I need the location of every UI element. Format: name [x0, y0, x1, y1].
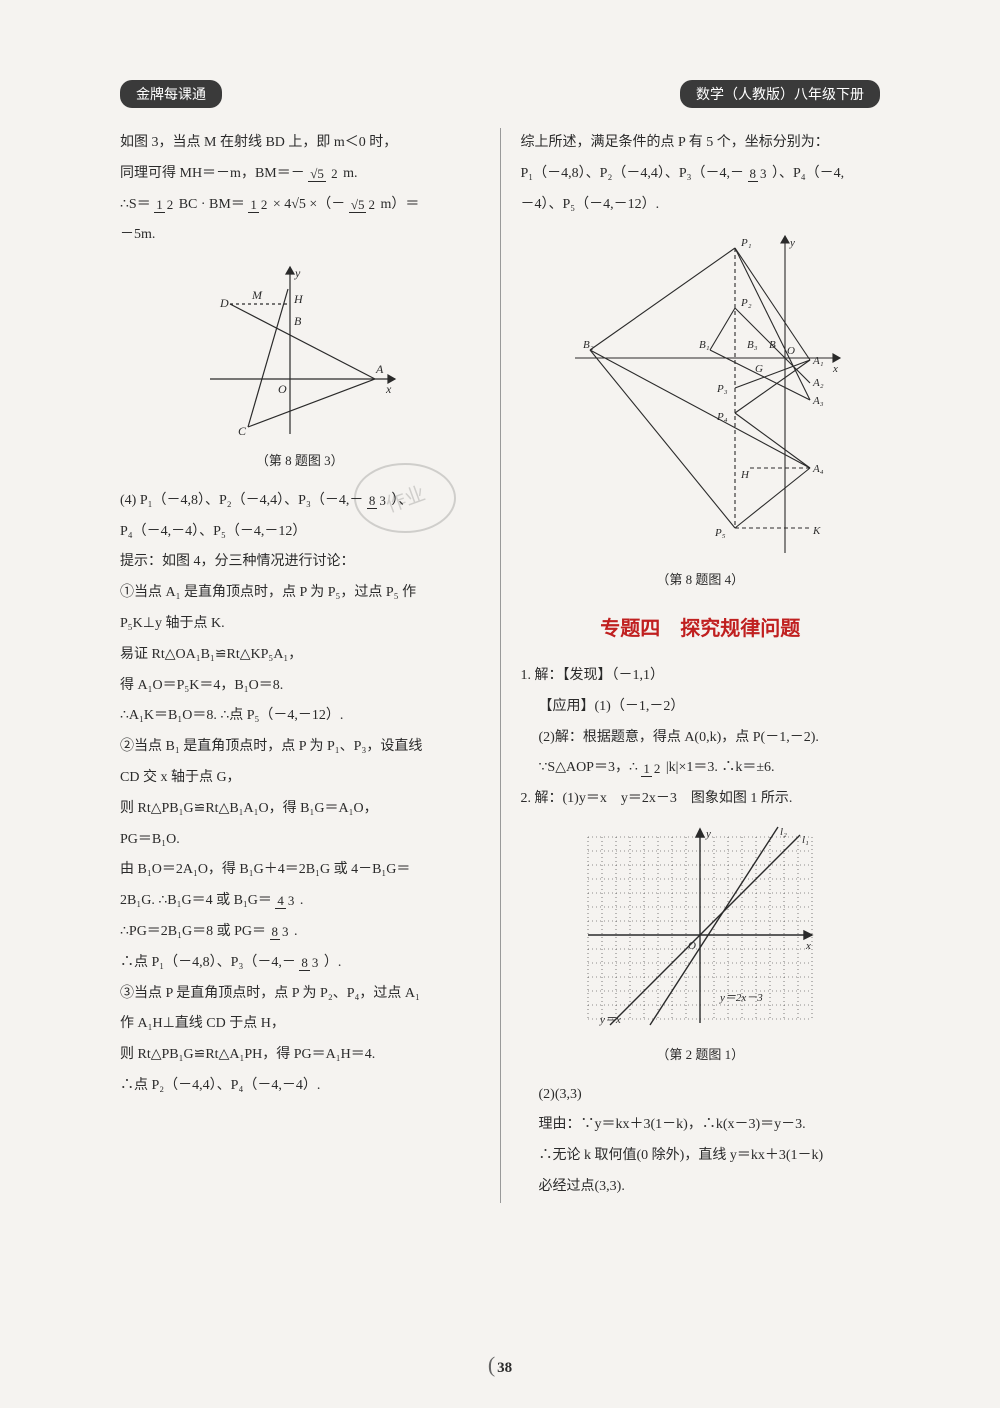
svg-text:H: H [293, 292, 304, 306]
l-p9: P₅K⊥y 轴于点 K. [120, 609, 480, 640]
header-left: 金牌每课通 [120, 80, 222, 108]
svg-text:H: H [740, 469, 750, 481]
l-p24: ∴点 P₂（－4,4）、P₄（－4,－4）. [120, 1071, 480, 1102]
fig3-caption: （第 8 题图 3） [120, 447, 480, 476]
r-q2-4: ∴无论 k 取何值(0 除外)，直线 y＝kx＋3(1－k) [521, 1141, 881, 1172]
left-column: 如图 3，当点 M 在射线 BD 上，即 m＜0 时， 同理可得 MH＝－m，B… [120, 128, 480, 1203]
svg-text:A₁: A₁ [812, 355, 824, 367]
svg-text:C: C [238, 424, 247, 438]
r-q1-4: ∵S△AOP＝3，∴ 12 |k|×1＝3. ∴k＝±6. [521, 753, 881, 784]
svg-text:y＝2x－3: y＝2x－3 [719, 992, 763, 1004]
svg-text:A₃: A₃ [812, 395, 824, 407]
svg-text:l₂: l₂ [780, 826, 787, 838]
svg-text:A₄: A₄ [812, 463, 824, 475]
r-q1-3: (2)解：根据题意，得点 A(0,k)，点 P(－1,－2). [521, 723, 881, 754]
svg-text:B₂: B₂ [583, 339, 594, 351]
svg-text:y: y [789, 237, 795, 249]
l-p22: 作 A₁H⊥直线 CD 于点 H， [120, 1009, 480, 1040]
l-p5: (4) P₁（－4,8）、P₂（－4,4）、P₃（－4,－ 83 ）、 [120, 486, 480, 517]
l-p19: ∴PG＝2B₁G＝8 或 PG＝ 83 . [120, 917, 480, 948]
l-p2: 同理可得 MH＝－m，BM＝－ √5 2 m. [120, 159, 480, 190]
svg-text:O: O [278, 382, 287, 396]
svg-text:B: B [294, 314, 302, 328]
svg-text:y: y [294, 266, 301, 280]
r-q2-1: 2. 解：(1)y＝x y＝2x－3 图象如图 1 所示. [521, 784, 881, 815]
r-q1-1: 1. 解：【发现】（－1,1） [521, 661, 881, 692]
svg-text:K: K [812, 525, 821, 537]
l-p15: 则 Rt△PB₁G≌Rt△B₁A₁O，得 B₁G＝A₁O， [120, 794, 480, 825]
svg-text:y: y [705, 828, 711, 840]
l-p3: ∴S＝ 12 BC · BM＝ 12 × 4√5 ×（－ √52 m）＝ [120, 190, 480, 221]
svg-text:P₁: P₁ [740, 237, 752, 249]
svg-text:O: O [688, 940, 696, 952]
l-p17: 由 B₁O＝2A₁O，得 B₁G＋4＝2B₁G 或 4－B₁G＝ [120, 855, 480, 886]
l-p16: PG＝B₁O. [120, 825, 480, 856]
l-p4: －5m. [120, 220, 480, 251]
l-p1: 如图 3，当点 M 在射线 BD 上，即 m＜0 时， [120, 128, 480, 159]
l-p20: ∴点 P₁（－4,8）、P₃（－4,－ 83 ）. [120, 948, 480, 979]
svg-text:x: x [832, 363, 838, 375]
svg-text:A₂: A₂ [812, 377, 824, 389]
svg-text:P₃: P₃ [716, 383, 728, 395]
right-column: 综上所述，满足条件的点 P 有 5 个，坐标分别为： P₁（－4,8）、P₂（－… [521, 128, 881, 1203]
figure-4: y x O P₁ P₂ P₃ P₄ P₅ B₂ B₁ B₃ B A₁ A₂ A₃… [555, 228, 845, 558]
page-number: 38 [488, 1352, 512, 1378]
svg-text:B₁: B₁ [699, 339, 710, 351]
l-p12: ∴A₁K＝B₁O＝8. ∴点 P₅（－4,－12）. [120, 701, 480, 732]
r-p2: P₁（－4,8）、P₂（－4,4）、P₃（－4,－ 83 ）、P₄（－4, [521, 159, 881, 190]
svg-text:A: A [375, 362, 384, 376]
r-p3: －4）、P₅（－4,－12）. [521, 190, 881, 221]
section-title: 专题四 探究规律问题 [521, 607, 881, 651]
fig4-caption: （第 8 题图 4） [521, 566, 881, 595]
l-p18: 2B₁G. ∴B₁G＝4 或 B₁G＝ 43 . [120, 886, 480, 917]
page-header: 金牌每课通 数学（人教版）八年级下册 [120, 80, 880, 108]
l-p21: ③当点 P 是直角顶点时，点 P 为 P₂、P₄，过点 A₁ [120, 979, 480, 1010]
l-p13: ②当点 B₁ 是直角顶点时，点 P 为 P₁、P₃，设直线 [120, 732, 480, 763]
svg-text:x: x [385, 382, 392, 396]
svg-text:P₅: P₅ [714, 527, 726, 539]
l-p11: 得 A₁O＝P₅K＝4，B₁O＝8. [120, 671, 480, 702]
figure-grid: y x O l₁ l₂ y＝x y＝2x－3 [580, 823, 820, 1033]
r-q2-3: 理由：∵y＝kx＋3(1－k)，∴k(x－3)＝y－3. [521, 1110, 881, 1141]
r-q2-2: (2)(3,3) [521, 1080, 881, 1111]
column-divider [500, 128, 501, 1203]
svg-text:G: G [755, 363, 763, 375]
svg-text:D: D [219, 296, 229, 310]
frac-sqrt5-2: √5 2 [308, 167, 339, 180]
content-columns: 如图 3，当点 M 在射线 BD 上，即 m＜0 时， 同理可得 MH＝－m，B… [120, 128, 880, 1203]
l-p7: 提示：如图 4，分三种情况进行讨论： [120, 547, 480, 578]
r-q1-2: 【应用】(1)（－1,－2） [521, 692, 881, 723]
svg-text:B₃: B₃ [747, 339, 758, 351]
svg-text:x: x [805, 940, 811, 952]
svg-text:y＝x: y＝x [599, 1014, 621, 1026]
l-p14: CD 交 x 轴于点 G， [120, 763, 480, 794]
svg-text:P₄: P₄ [716, 411, 728, 423]
l-p6: P₄（－4,－4）、P₅（－4,－12） [120, 517, 480, 548]
l-p23: 则 Rt△PB₁G≌Rt△A₁PH，得 PG＝A₁H＝4. [120, 1040, 480, 1071]
svg-text:l₁: l₁ [802, 834, 809, 846]
l-p10: 易证 Rt△OA₁B₁≌Rt△KP₅A₁， [120, 640, 480, 671]
svg-text:B: B [769, 339, 776, 351]
r-p1: 综上所述，满足条件的点 P 有 5 个，坐标分别为： [521, 128, 881, 159]
l-p8: ①当点 A₁ 是直角顶点时，点 P 为 P₅，过点 P₅ 作 [120, 578, 480, 609]
fig-grid-caption: （第 2 题图 1） [521, 1041, 881, 1070]
svg-text:P₂: P₂ [740, 297, 752, 309]
svg-text:M: M [251, 288, 263, 302]
r-q2-5: 必经过点(3,3). [521, 1172, 881, 1203]
figure-3: y x O A B C D M H [200, 259, 400, 439]
svg-text:O: O [787, 345, 795, 357]
header-right: 数学（人教版）八年级下册 [680, 80, 880, 108]
